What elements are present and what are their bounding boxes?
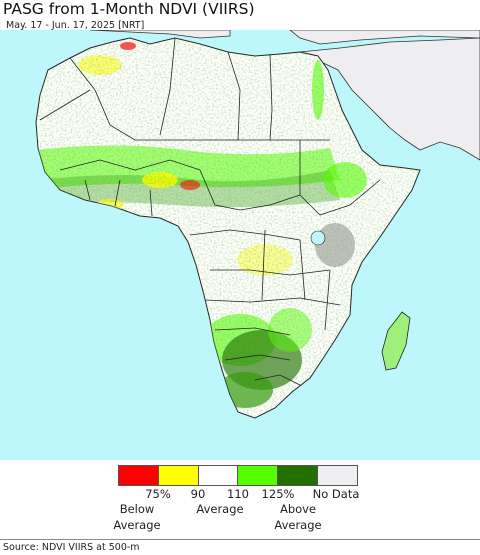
anatolia-nodata (289, 30, 480, 45)
arabia-nodata (298, 37, 480, 161)
legend-no-data-label: No Data (312, 487, 360, 501)
footer-bar (0, 539, 480, 555)
source-note: Source: NDVI VIIRS at 500-m (3, 542, 140, 553)
legend-above-line1: Above (279, 502, 317, 516)
legend-below-line1: Below (119, 502, 155, 516)
africa-map (35, 30, 480, 419)
map-subtitle: May. 17 - Jun. 17, 2025 [NRT] (6, 20, 145, 31)
legend-swatch-below (119, 466, 159, 485)
map-title: PASG from 1-Month NDVI (VIIRS) (3, 0, 255, 18)
legend-swatch-slightly-below (158, 466, 199, 485)
legend-swatch-above (278, 466, 319, 485)
legend-tick-110: 110 (227, 487, 249, 501)
map-panel (0, 30, 480, 460)
legend-swatch-slightly-above (238, 466, 279, 485)
legend-below-line2: Average (113, 518, 161, 532)
legend-swatch-average (198, 466, 239, 485)
legend-average-label: Average (196, 502, 244, 516)
lake-victoria (310, 230, 326, 246)
legend-bar (118, 465, 358, 486)
legend-tick-75: 75% (145, 487, 171, 501)
country-borders (39, 37, 381, 386)
legend-tick-90: 90 (190, 487, 206, 501)
legend-above-line2: Average (274, 518, 322, 532)
legend-swatch-no-data (318, 466, 357, 485)
madagascar (381, 311, 411, 371)
legend-tick-125: 125% (261, 487, 295, 501)
europe-nodata (89, 30, 231, 39)
